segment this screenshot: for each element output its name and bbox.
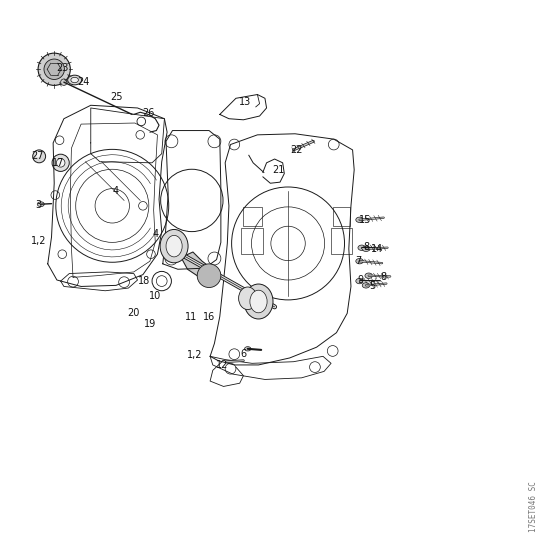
Text: 7: 7 bbox=[355, 256, 361, 266]
Text: 19: 19 bbox=[144, 319, 156, 329]
Bar bbox=[244, 207, 262, 226]
Circle shape bbox=[52, 154, 69, 171]
Circle shape bbox=[44, 59, 64, 80]
Text: 26: 26 bbox=[142, 108, 155, 118]
Text: 13: 13 bbox=[239, 96, 251, 106]
Ellipse shape bbox=[244, 284, 273, 319]
Ellipse shape bbox=[160, 230, 188, 263]
Ellipse shape bbox=[362, 246, 370, 251]
Text: 27: 27 bbox=[31, 151, 43, 161]
Text: 12: 12 bbox=[216, 360, 228, 370]
Text: 11: 11 bbox=[185, 311, 198, 321]
Circle shape bbox=[35, 152, 41, 157]
Ellipse shape bbox=[356, 278, 363, 284]
Text: 14: 14 bbox=[371, 244, 383, 254]
Text: 1,2: 1,2 bbox=[187, 350, 203, 360]
Circle shape bbox=[32, 150, 45, 163]
Text: 17SET046 SC: 17SET046 SC bbox=[529, 482, 538, 533]
Text: 22: 22 bbox=[290, 145, 302, 155]
Text: 3: 3 bbox=[35, 200, 41, 210]
Ellipse shape bbox=[356, 217, 363, 222]
Text: 18: 18 bbox=[138, 276, 151, 286]
Circle shape bbox=[60, 79, 67, 85]
Text: 5: 5 bbox=[370, 282, 376, 291]
Ellipse shape bbox=[239, 287, 257, 310]
Text: 10: 10 bbox=[149, 291, 161, 301]
Text: 16: 16 bbox=[203, 311, 215, 321]
Text: 1,2: 1,2 bbox=[31, 236, 47, 246]
Text: 24: 24 bbox=[78, 77, 90, 87]
Ellipse shape bbox=[245, 347, 251, 351]
Polygon shape bbox=[181, 252, 218, 283]
Ellipse shape bbox=[365, 273, 372, 278]
Text: 23: 23 bbox=[56, 63, 68, 73]
Text: 9: 9 bbox=[358, 275, 363, 285]
Text: 8: 8 bbox=[380, 272, 386, 282]
Bar bbox=[333, 207, 350, 226]
Bar bbox=[241, 228, 263, 254]
Ellipse shape bbox=[358, 245, 366, 250]
Text: 21: 21 bbox=[273, 165, 285, 175]
Ellipse shape bbox=[166, 235, 182, 257]
Text: 15: 15 bbox=[359, 215, 371, 225]
Ellipse shape bbox=[71, 77, 78, 83]
Ellipse shape bbox=[250, 290, 267, 313]
Text: 4: 4 bbox=[152, 229, 158, 239]
Ellipse shape bbox=[362, 283, 370, 288]
Text: 17: 17 bbox=[52, 158, 65, 168]
Ellipse shape bbox=[38, 202, 44, 207]
Ellipse shape bbox=[356, 259, 363, 264]
Text: 8: 8 bbox=[363, 242, 369, 251]
Ellipse shape bbox=[68, 75, 82, 85]
Text: 6: 6 bbox=[240, 349, 246, 359]
Circle shape bbox=[197, 264, 221, 287]
Text: 25: 25 bbox=[110, 92, 122, 102]
Text: 4: 4 bbox=[113, 186, 119, 197]
Circle shape bbox=[57, 158, 65, 167]
Bar bbox=[331, 228, 352, 254]
Circle shape bbox=[38, 53, 71, 85]
Text: 20: 20 bbox=[128, 309, 140, 318]
